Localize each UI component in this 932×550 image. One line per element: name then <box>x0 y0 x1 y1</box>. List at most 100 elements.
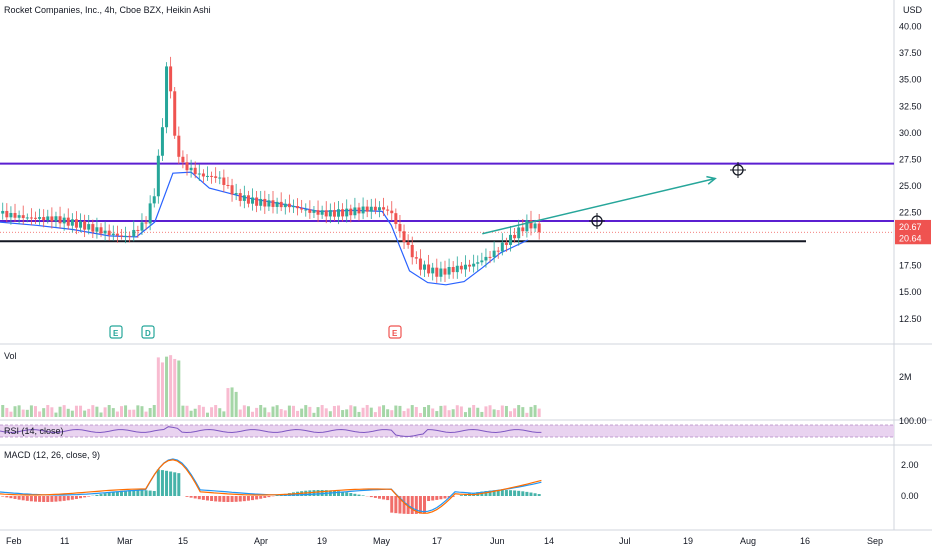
time-tick-label: Apr <box>254 536 268 546</box>
event-marker-letter: D <box>145 329 151 338</box>
volume-bar <box>402 411 406 417</box>
candle-body <box>275 201 279 207</box>
macd-histogram-bar <box>25 496 29 501</box>
macd-histogram-bar <box>95 494 99 496</box>
candle-body <box>29 217 33 219</box>
candle-body <box>46 216 50 221</box>
volume-bar <box>431 408 435 417</box>
macd-histogram-bar <box>525 491 529 496</box>
volume-pane-label: Vol <box>4 351 17 361</box>
volume-bar <box>509 411 513 417</box>
candle-body <box>504 242 508 245</box>
macd-histogram-bar <box>533 493 537 496</box>
candle-body <box>165 66 169 128</box>
volume-bar <box>517 405 521 417</box>
volume-bar <box>365 405 369 417</box>
macd-histogram-bar <box>357 494 361 496</box>
macd-histogram-bar <box>259 496 263 499</box>
time-tick-label: 15 <box>178 536 188 546</box>
volume-bar <box>181 405 185 417</box>
volume-bar <box>480 411 484 417</box>
macd-histogram-bar <box>152 490 156 496</box>
volume-bar <box>58 406 62 417</box>
volume-bar <box>513 408 517 417</box>
volume-bar <box>222 411 226 417</box>
candle-body <box>242 195 246 201</box>
macd-histogram-bar <box>251 496 255 501</box>
candle-body <box>271 200 275 207</box>
candle-body <box>103 230 107 234</box>
candle-body <box>42 217 46 221</box>
volume-bar <box>9 411 13 417</box>
candle-body <box>398 224 402 232</box>
time-tick-label: Feb <box>6 536 22 546</box>
candle-body <box>91 224 95 232</box>
macd-histogram-bar <box>50 496 54 502</box>
rsi-tick-label: 100.00 <box>899 416 927 426</box>
event-marker-icon <box>388 325 402 339</box>
macd-histogram-bar <box>148 490 152 496</box>
macd-histogram-bar <box>398 496 402 514</box>
volume-bar <box>91 405 95 417</box>
macd-histogram-bar <box>160 470 164 496</box>
volume-bar <box>357 411 361 417</box>
candle-body <box>66 217 70 226</box>
candle-body <box>144 222 148 224</box>
candle-body <box>152 196 156 204</box>
macd-histogram-bar <box>275 495 279 496</box>
candle-body <box>324 210 328 217</box>
candle-body <box>218 177 222 179</box>
macd-histogram-bar <box>201 496 205 500</box>
time-axis[interactable]: Feb 11 Mar 15 Apr 19 May 17 Jun 14 Jul 19 Aug 16 Sep <box>6 536 883 546</box>
volume-bar <box>201 406 205 417</box>
volume-bar <box>29 405 33 417</box>
volume-bar <box>128 409 132 417</box>
macd-histogram-bar <box>189 496 193 498</box>
event-marker-letter: E <box>113 329 119 338</box>
macd-histogram-bar <box>496 490 500 496</box>
macd-histogram-bar <box>529 492 533 496</box>
candle-body <box>386 209 390 211</box>
volume-bar <box>279 409 283 417</box>
volume-bar <box>410 405 414 417</box>
candle-body <box>54 216 58 222</box>
candle-body <box>17 215 21 218</box>
volume-bar <box>496 410 500 417</box>
volume-bars <box>1 355 541 417</box>
volume-bar <box>210 407 214 417</box>
candle-body <box>263 198 267 207</box>
candle-body <box>455 265 459 273</box>
volume-bar <box>304 405 308 417</box>
candle-body <box>226 184 230 186</box>
macd-tick-label: 2.00 <box>901 460 919 470</box>
volume-bar <box>414 407 418 417</box>
volume-bar <box>451 409 455 417</box>
trend-arrow[interactable] <box>482 162 746 235</box>
candle-body <box>496 250 500 252</box>
candle-body <box>107 230 111 236</box>
macd-histogram-bar <box>332 490 336 496</box>
volume-bar <box>296 410 300 417</box>
volume-bar <box>484 406 488 417</box>
volume-bar <box>459 406 463 417</box>
macd-histogram-bar <box>410 496 414 514</box>
macd-histogram-bar <box>58 496 62 502</box>
candle-body <box>287 203 291 208</box>
price-axis[interactable]: 40.00 37.50 35.00 32.50 30.00 27.50 25.00 22.50… <box>895 5 931 501</box>
volume-bar <box>320 405 324 417</box>
volume-bar <box>226 388 230 417</box>
volume-bar <box>468 407 472 417</box>
macd-histogram-bar <box>115 491 119 496</box>
macd-pane-label: MACD (12, 26, close, 9) <box>4 450 101 460</box>
macd-histogram-bar <box>521 491 525 496</box>
candle-body <box>312 210 316 213</box>
macd-histogram-bar <box>386 496 390 501</box>
candle-body <box>337 209 341 217</box>
macd-histogram-bar <box>99 494 103 496</box>
macd-histogram-bar <box>9 496 13 499</box>
time-tick-label: Jul <box>619 536 631 546</box>
candle-body <box>50 216 54 222</box>
